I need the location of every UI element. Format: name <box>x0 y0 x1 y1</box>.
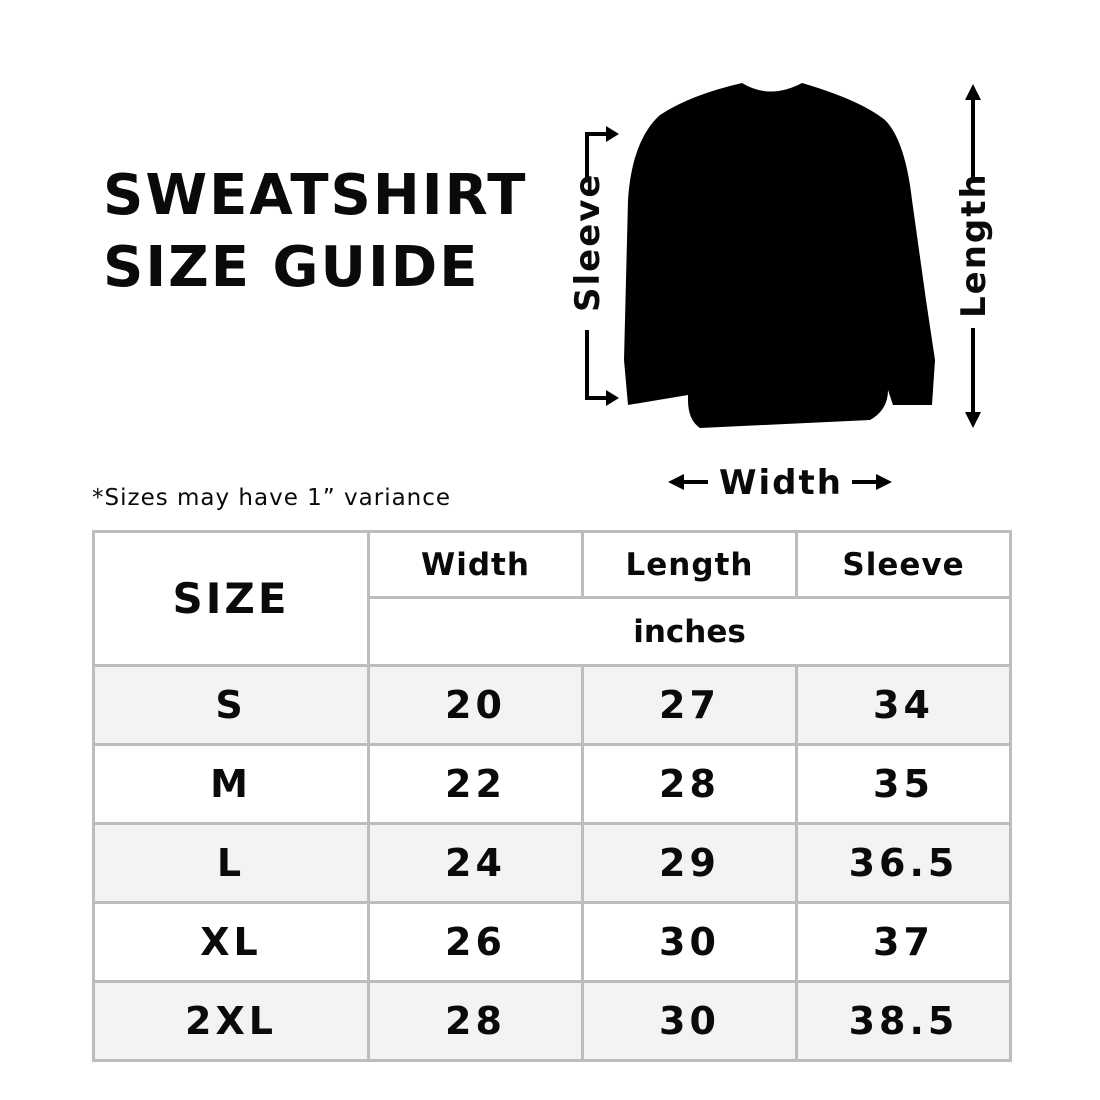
sweatshirt-image <box>624 83 935 428</box>
table-row: 2XL 28 30 38.5 <box>92 980 1012 1062</box>
header-row: SIZE Width Length Sleeve <box>92 530 1012 667</box>
length-cell: 30 <box>581 980 798 1062</box>
sleeve-cell: 34 <box>795 664 1012 746</box>
sleeve-cell: 37 <box>795 901 1012 983</box>
page-title: SWEATSHIRT SIZE GUIDE <box>103 160 527 304</box>
unit-label: inches <box>367 596 1012 667</box>
size-cell: 2XL <box>92 980 370 1062</box>
sleeve-label: Sleeve <box>568 173 608 312</box>
width-cell: 24 <box>367 822 584 904</box>
width-label: Width <box>719 463 843 503</box>
length-header: Length <box>581 530 798 599</box>
sleeve-cell: 38.5 <box>795 980 1012 1062</box>
title-line-2: SIZE GUIDE <box>103 235 480 300</box>
size-cell: S <box>92 664 370 746</box>
title-line-1: SWEATSHIRT <box>103 163 528 228</box>
variance-note: *Sizes may have 1” variance <box>92 485 452 511</box>
sleeve-cell: 35 <box>795 743 1012 825</box>
width-header: Width <box>367 530 584 599</box>
length-cell: 30 <box>581 901 798 983</box>
sleeve-header: Sleeve <box>795 530 1012 599</box>
size-cell: M <box>92 743 370 825</box>
width-cell: 22 <box>367 743 584 825</box>
unit-row: inches <box>94 596 1012 667</box>
size-cell: L <box>92 822 370 904</box>
size-table: SIZE Width Length Sleeve inches S 20 27 … <box>92 530 1012 1062</box>
length-arrow <box>965 84 981 428</box>
width-cell: 20 <box>367 664 584 746</box>
table-row: XL 26 30 37 <box>92 901 1012 983</box>
length-label: Length <box>954 172 994 318</box>
length-cell: 29 <box>581 822 798 904</box>
table-row: L 24 29 36.5 <box>92 822 1012 904</box>
width-arrow <box>668 474 892 490</box>
length-cell: 27 <box>581 664 798 746</box>
size-cell: XL <box>92 901 370 983</box>
width-cell: 28 <box>367 980 584 1062</box>
table-row: M 22 28 35 <box>92 743 1012 825</box>
sleeve-arrow <box>585 126 619 406</box>
size-header: SIZE <box>92 530 370 667</box>
sleeve-cell: 36.5 <box>795 822 1012 904</box>
width-cell: 26 <box>367 901 584 983</box>
length-cell: 28 <box>581 743 798 825</box>
table-row: S 20 27 34 <box>92 664 1012 746</box>
sweatshirt-diagram: Sleeve Length Width <box>568 83 994 503</box>
